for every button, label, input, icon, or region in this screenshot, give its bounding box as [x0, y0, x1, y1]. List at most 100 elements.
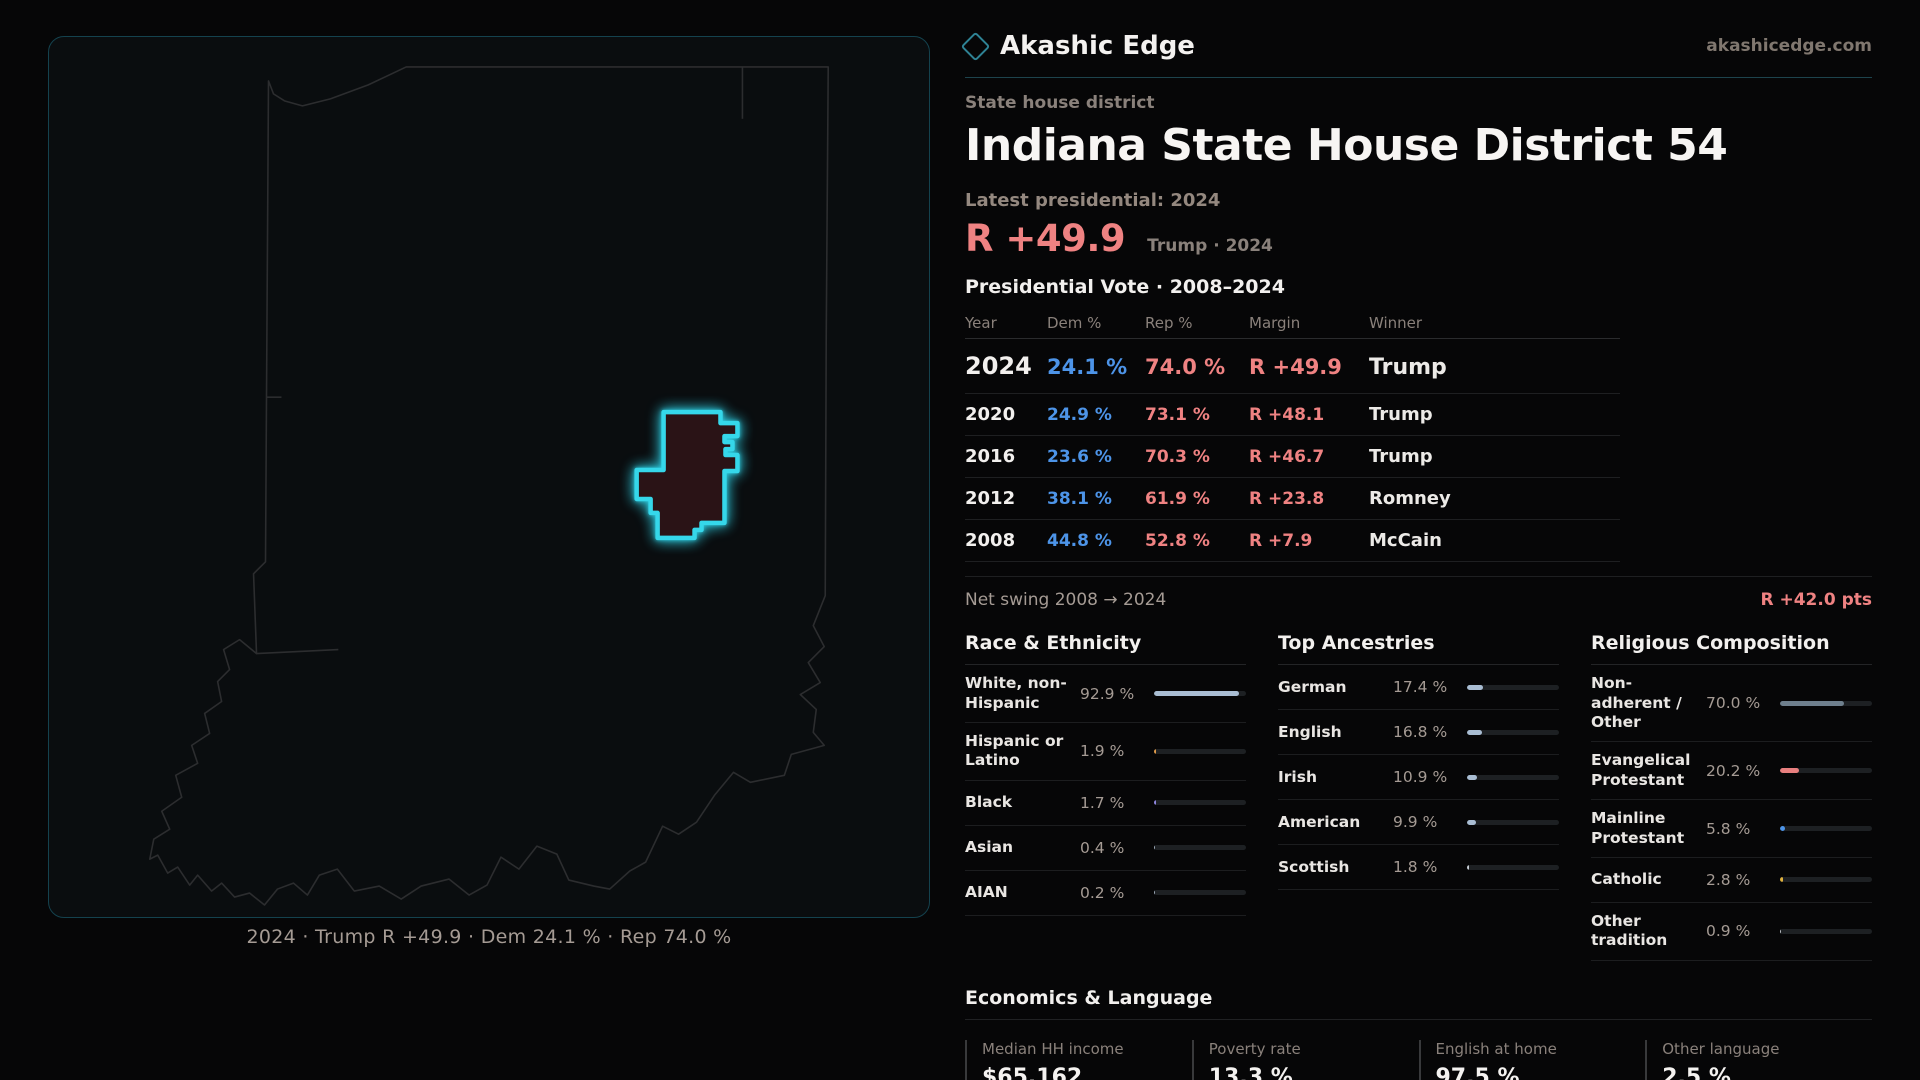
vote-table-column-header: Year: [965, 314, 997, 333]
demographic-value: 10.9 %: [1393, 768, 1448, 787]
brand-diamond-icon: [960, 31, 991, 61]
demographic-value: 0.2 %: [1080, 883, 1125, 902]
demographic-bar: [1780, 877, 1872, 883]
demographic-label: Catholic: [1591, 870, 1662, 889]
demographic-row: Catholic 2.8 %: [1591, 858, 1872, 903]
demographic-value: 20.2 %: [1706, 761, 1761, 780]
demographic-row: Irish 10.9 %: [1278, 755, 1559, 801]
economics-section: Economics & Language Median HH income $65…: [965, 987, 1872, 1080]
demographic-row: Mainline Protestant 5.8 %: [1591, 800, 1872, 858]
stat-tile: Other language 2.5 %: [1645, 1039, 1872, 1080]
demographic-label: English: [1278, 722, 1342, 741]
demographic-bar: [1780, 826, 1872, 832]
vote-margin: R +23.8: [1249, 489, 1325, 510]
demographic-bar: [1154, 800, 1246, 806]
vote-year: 2012: [965, 488, 1016, 510]
demographic-bar: [1780, 768, 1872, 774]
demographic-value: 92.9 %: [1080, 684, 1135, 703]
demographic-bar-fill: [1780, 768, 1799, 774]
demographic-row: Asian 0.4 %: [965, 826, 1246, 871]
demographic-row: Black 1.7 %: [965, 781, 1246, 826]
demographic-row: White, non-Hispanic 92.9 %: [965, 665, 1246, 724]
vote-table-column-header: Winner: [1369, 314, 1423, 333]
vote-table-header: Year Dem % Rep % Margin Winner: [965, 308, 1620, 340]
vote-year: 2020: [965, 404, 1016, 426]
demographic-label: Non-adherent / Other: [1591, 674, 1682, 732]
demographic-bar-fill: [1780, 826, 1786, 832]
vote-winner: Romney: [1369, 488, 1451, 510]
vote-winner: Trump: [1369, 404, 1433, 426]
vote-margin: R +7.9: [1249, 531, 1313, 552]
demographic-bar: [1154, 845, 1246, 851]
demographic-bar: [1467, 774, 1559, 780]
demographic-row: Scottish 1.8 %: [1278, 845, 1559, 891]
vote-rep-pct: 70.3 %: [1145, 447, 1210, 468]
stat-label: Poverty rate: [1208, 1039, 1301, 1058]
demographic-row: Non-adherent / Other 70.0 %: [1591, 665, 1872, 743]
demographic-row: American 9.9 %: [1278, 800, 1559, 846]
vote-table-title: Presidential Vote · 2008–2024: [965, 276, 1285, 299]
page-title: Indiana State House District 54: [965, 120, 1728, 171]
demographic-section-title: Top Ancestries: [1278, 632, 1559, 666]
demographic-bar-fill: [1780, 877, 1783, 883]
economics-divider: [965, 1018, 1872, 1020]
district-54-shape[interactable]: [634, 409, 740, 541]
demographic-value: 16.8 %: [1393, 723, 1448, 742]
demographic-value: 2.8 %: [1706, 870, 1751, 889]
demographic-label: Mainline Protestant: [1591, 809, 1685, 847]
vote-table-column-header: Rep %: [1145, 314, 1193, 333]
demographic-bar-fill: [1467, 684, 1483, 690]
vote-rep-pct: 52.8 %: [1145, 531, 1210, 552]
demographic-section: Top Ancestries German 17.4 % English 16.8 % I…: [1278, 632, 1559, 960]
demographic-label: Hispanic or Latino: [965, 732, 1064, 770]
demographic-label: Irish: [1278, 767, 1317, 786]
vote-dem-pct: 44.8 %: [1047, 531, 1112, 552]
vote-table-row: 2020 24.9 % 73.1 % R +48.1 Trump: [965, 394, 1620, 437]
kicker: State house district: [965, 93, 1155, 113]
vote-year: 2008: [965, 530, 1016, 552]
map-boundary-segment-west: [256, 648, 339, 655]
demographic-bar: [1780, 928, 1872, 934]
demographic-row: Other tradition 0.9 %: [1591, 903, 1872, 961]
presidential-vote-table: Year Dem % Rep % Margin Winner 2024 24.1 % 74.0…: [965, 308, 1620, 563]
demographic-bar-fill: [1467, 729, 1483, 735]
demographic-row: English 16.8 %: [1278, 710, 1559, 756]
demographic-value: 70.0 %: [1706, 694, 1761, 713]
header: Akashic Edge akashicedge.com: [960, 28, 1872, 64]
demographic-bar: [1154, 748, 1246, 754]
stat-value: $65,162: [982, 1064, 1083, 1080]
demographic-value: 9.9 %: [1393, 813, 1438, 832]
stat-label: Other language: [1662, 1039, 1780, 1058]
economics-stats: Median HH income $65,162 Poverty rate 13.3 …: [965, 1039, 1872, 1080]
net-swing-row: Net swing 2008 → 2024 R +42.0 pts: [965, 576, 1872, 610]
demographic-label: AIAN: [965, 883, 1008, 902]
demographic-value: 1.9 %: [1080, 742, 1125, 761]
vote-margin: R +46.7: [1249, 447, 1325, 468]
stat-tile: Median HH income $65,162: [965, 1039, 1192, 1080]
brand-domain-link[interactable]: akashicedge.com: [1706, 36, 1872, 56]
demographic-bar-fill: [1467, 819, 1477, 825]
map-panel: [48, 36, 930, 918]
vote-year: 2024: [965, 352, 1032, 381]
vote-rep-pct: 74.0 %: [1145, 355, 1226, 380]
demographic-label: German: [1278, 677, 1347, 696]
demographic-section-title: Religious Composition: [1591, 632, 1872, 666]
vote-rep-pct: 61.9 %: [1145, 489, 1210, 510]
demographic-bar-fill: [1467, 774, 1478, 780]
demographic-value: 0.4 %: [1080, 838, 1125, 857]
demographic-label: American: [1278, 812, 1361, 831]
demographic-label: White, non-Hispanic: [965, 674, 1067, 712]
demographic-value: 5.8 %: [1706, 819, 1751, 838]
demographic-value: 0.9 %: [1706, 922, 1751, 941]
demographic-bar: [1467, 864, 1559, 870]
demographic-bar-fill: [1154, 691, 1240, 697]
demographic-bar: [1780, 700, 1872, 706]
demographic-row: Evangelical Protestant 20.2 %: [1591, 742, 1872, 801]
detail-column: Akashic Edge akashicedge.com State house…: [960, 28, 1872, 1080]
stat-tile: English at home 97.5 %: [1418, 1039, 1646, 1080]
demographic-label: Black: [965, 793, 1013, 812]
demographics-columns: Race & Ethnicity White, non-Hispanic 92.9 …: [965, 632, 1872, 961]
vote-dem-pct: 24.9 %: [1047, 405, 1112, 426]
map-caption: 2024 · Trump R +49.9 · Dem 24.1 % · Rep …: [246, 926, 732, 948]
stat-label: Median HH income: [982, 1039, 1124, 1058]
